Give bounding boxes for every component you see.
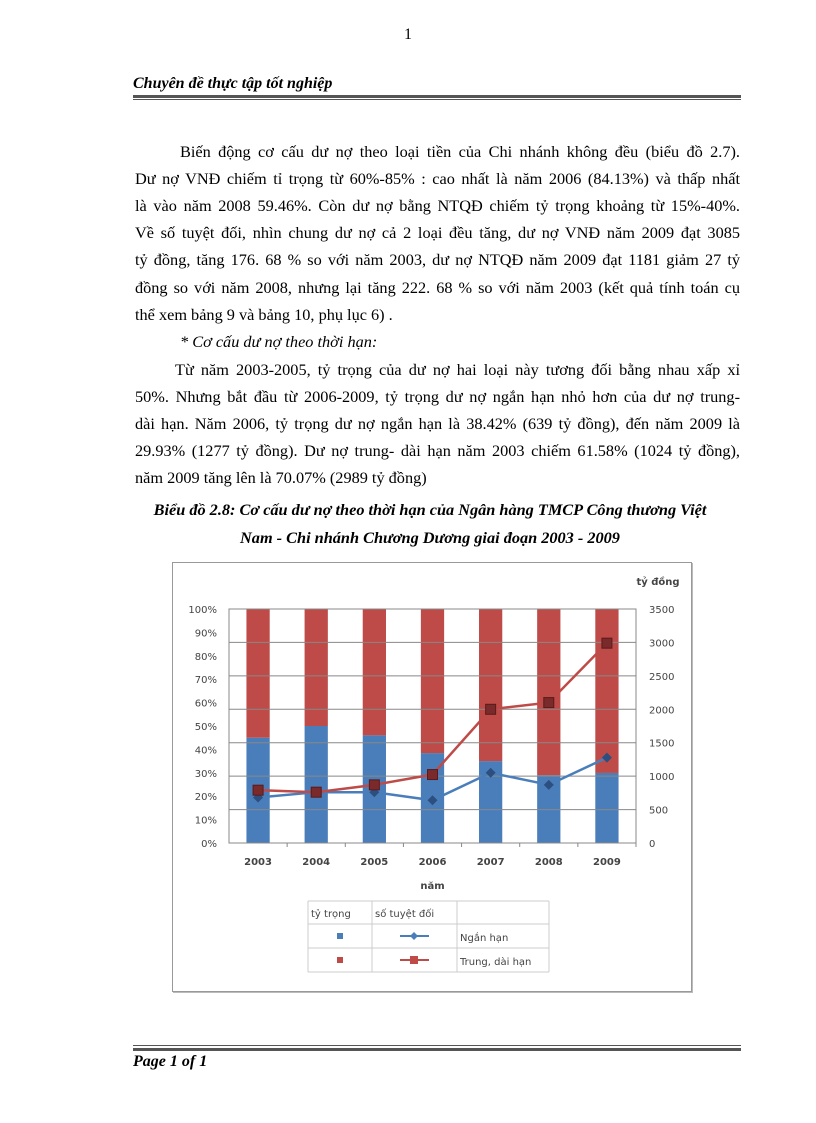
left-tick-label: 90% bbox=[195, 628, 217, 639]
x-tick-label: 2006 bbox=[419, 857, 447, 868]
bar-trung-d-i-h-n-2007 bbox=[479, 609, 503, 762]
bar-ng-n-h-n-2009 bbox=[595, 772, 619, 843]
right-tick-label: 0 bbox=[649, 839, 655, 850]
left-tick-label: 50% bbox=[195, 722, 217, 733]
footer-rule-thin bbox=[133, 1045, 741, 1046]
marker-ng-n-h-n-2008 bbox=[543, 779, 554, 790]
marker-trung-d-i-h-n-2009 bbox=[601, 637, 613, 649]
chart-svg: 0 500 1000 1500 2000 2500 3000 3500 0% 10% 20% 30% 4… bbox=[188, 575, 680, 973]
x-tick-label: 2009 bbox=[593, 857, 621, 868]
marker-ng-n-h-n-2003 bbox=[253, 792, 264, 803]
text-line: năm 2009 tăng lên là 70.07% (2989 tỷ đồn… bbox=[135, 468, 427, 487]
text-line: Dư nợ VNĐ chiếm tỉ trọng từ 60%-85% : ca… bbox=[135, 169, 740, 188]
left-tick-label: 40% bbox=[195, 745, 217, 756]
bar-trung-d-i-h-n-2009 bbox=[595, 609, 619, 773]
chart-caption: Biểu đồ 2.8: Cơ cấu dư nợ theo thời hạn … bbox=[153, 500, 707, 519]
plot-area-border bbox=[228, 608, 637, 844]
bar-trung-d-i-h-n-2006 bbox=[420, 609, 445, 754]
text-line: đồng so với năm 2008, nhưng lại tăng 222… bbox=[135, 278, 740, 297]
text-line: Biến động cơ cấu dư nợ theo loại tiền củ… bbox=[180, 142, 740, 161]
x-tick-label: 2007 bbox=[477, 857, 505, 868]
right-axis-title: tỷ đồng bbox=[636, 575, 679, 588]
x-tick-label: 2003 bbox=[244, 857, 272, 868]
marker-trung-d-i-h-n-2008 bbox=[543, 697, 555, 709]
legend-label: Ngắn hạn bbox=[460, 931, 508, 944]
x-tick-label: 2005 bbox=[360, 857, 388, 868]
x-tick-label: 2008 bbox=[535, 857, 563, 868]
footer-rule bbox=[133, 1048, 741, 1051]
left-tick-label: 20% bbox=[195, 792, 217, 803]
left-tick-label: 60% bbox=[195, 699, 217, 710]
marker-ng-n-h-n-2007 bbox=[485, 767, 496, 778]
marker-trung-d-i-h-n-2003 bbox=[252, 784, 264, 796]
page-footer: Page 1 of 1 bbox=[133, 1053, 208, 1070]
bar-trung-d-i-h-n-2003 bbox=[246, 609, 270, 738]
right-tick-label: 500 bbox=[649, 806, 668, 817]
left-tick-label: 10% bbox=[195, 816, 217, 827]
legend-header: tỷ trọng bbox=[311, 908, 351, 920]
legend-label: Trung, dài hạn bbox=[459, 956, 531, 968]
left-tick-label: 70% bbox=[195, 675, 217, 686]
marker-trung-d-i-h-n-2005 bbox=[368, 779, 380, 791]
text-line: Từ năm 2003-2005, tỷ trọng của dư nợ hai… bbox=[175, 360, 740, 379]
marker-ng-n-h-n-2009 bbox=[601, 752, 612, 763]
left-tick-label: 0% bbox=[201, 839, 217, 850]
marker-trung-d-i-h-n-2007 bbox=[485, 703, 497, 715]
text-line: 50%. Nhưng bắt đầu từ 2006-2009, tỷ trọn… bbox=[135, 387, 740, 406]
legend-marker-diamond bbox=[410, 932, 418, 940]
bar-trung-d-i-h-n-2004 bbox=[304, 609, 328, 726]
legend-swatch-bar bbox=[337, 933, 343, 939]
text-line: tỷ đồng, tăng 176. 68 % so với năm 2003,… bbox=[135, 250, 740, 269]
left-tick-label: 100% bbox=[188, 605, 217, 616]
legend-swatch-bar bbox=[337, 957, 343, 963]
right-tick-label: 2000 bbox=[649, 705, 674, 716]
right-tick-label: 1000 bbox=[649, 772, 674, 783]
right-tick-label: 1500 bbox=[649, 739, 674, 750]
marker-ng-n-h-n-2006 bbox=[427, 795, 438, 806]
marker-trung-d-i-h-n-2004 bbox=[310, 786, 322, 798]
header-rule bbox=[133, 95, 741, 98]
right-tick-label: 2500 bbox=[649, 672, 674, 683]
x-tick-label: 2004 bbox=[302, 857, 330, 868]
chart-caption: Nam - Chi nhánh Chương Dương giai đoạn 2… bbox=[240, 528, 620, 547]
running-header: Chuyên đề thực tập tốt nghiệp bbox=[133, 75, 333, 92]
legend-marker-square bbox=[410, 956, 418, 964]
left-tick-label: 80% bbox=[195, 652, 217, 663]
text-line: dài hạn. Năm 2006, tỷ trọng dư nợ ngắn h… bbox=[135, 414, 740, 433]
bar-ng-n-h-n-2004 bbox=[304, 726, 328, 843]
text-line: thể xem bảng 9 và bảng 10, phụ lục 6) . bbox=[135, 305, 393, 324]
legend-header: số tuyệt đối bbox=[375, 908, 434, 920]
marker-trung-d-i-h-n-2006 bbox=[427, 769, 438, 781]
chart: 0 500 1000 1500 2000 2500 3000 3500 0% 10% 20% 30% 4… bbox=[172, 562, 692, 992]
text-line: Về số tuyệt đối, nhìn chung dư nợ cả 2 l… bbox=[135, 223, 740, 242]
page-number: 1 bbox=[404, 26, 412, 43]
bar-trung-d-i-h-n-2008 bbox=[537, 609, 561, 776]
bar-ng-n-h-n-2008 bbox=[537, 775, 561, 843]
header-rule-thin bbox=[133, 99, 741, 100]
right-tick-label: 3000 bbox=[649, 638, 674, 649]
bar-trung-d-i-h-n-2005 bbox=[362, 609, 386, 736]
left-tick-label: 30% bbox=[195, 769, 217, 780]
bar-ng-n-h-n-2007 bbox=[479, 761, 503, 843]
text-line: là vào năm 2008 59.46%. Còn dư nợ bằng N… bbox=[135, 196, 740, 215]
text-line: 29.93% (1277 tỷ đồng). Dư nợ trung- dài … bbox=[135, 441, 740, 460]
x-axis-title: năm bbox=[420, 881, 444, 892]
subheading: * Cơ cấu dư nợ theo thời hạn: bbox=[180, 332, 378, 351]
right-tick-label: 3500 bbox=[649, 605, 674, 616]
